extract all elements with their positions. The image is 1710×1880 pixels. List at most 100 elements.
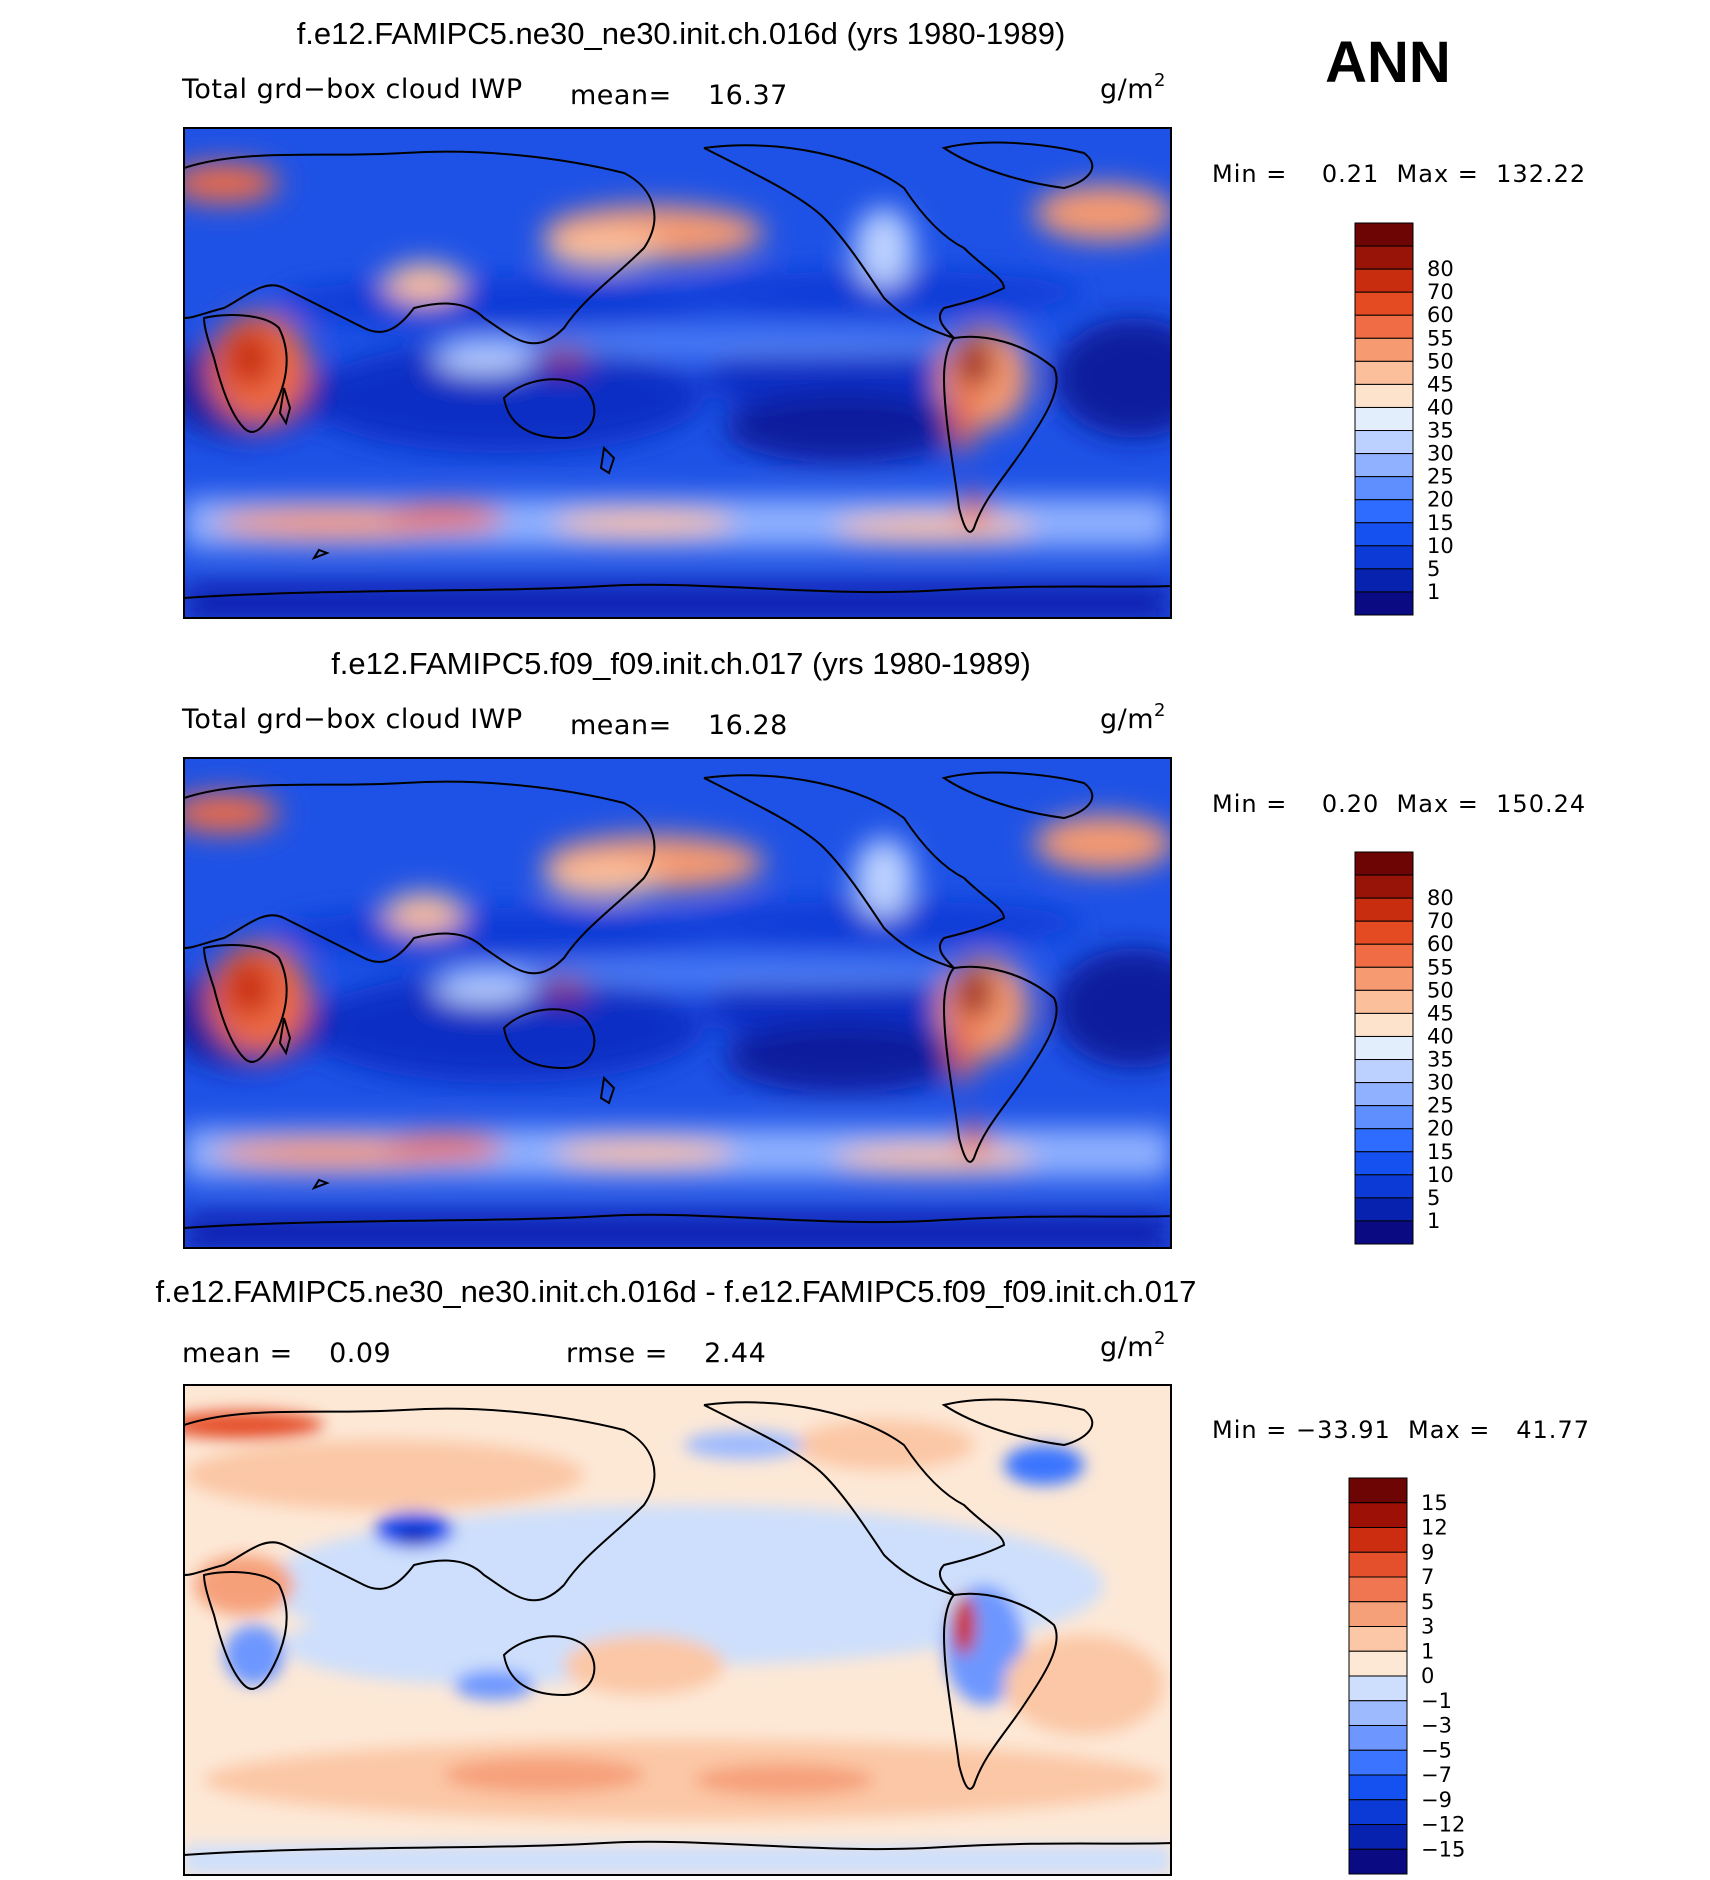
colorbar-tick-label: 20 — [1427, 1117, 1454, 1141]
colorbar-box — [1354, 337, 1414, 362]
colorbar-tick-label: 15 — [1427, 1140, 1454, 1164]
variable-label: Total grd−box cloud IWP — [181, 704, 523, 735]
colorbar-tick-label: 60 — [1427, 303, 1454, 327]
panel-bottom: f.e12.FAMIPC5.ne30_ne30.init.ch.016d - f… — [156, 1274, 1590, 1876]
colorbar-box — [1348, 1477, 1408, 1504]
colorbar-tick-label: 45 — [1427, 1001, 1454, 1025]
colorbar-tick-label: 55 — [1427, 326, 1454, 350]
colorbar-tick-label: 60 — [1427, 932, 1454, 956]
colorbar-box — [1354, 874, 1414, 899]
colorbar-box — [1354, 406, 1414, 432]
season-label: ANN — [1325, 30, 1451, 95]
colorbar-box — [1348, 1527, 1408, 1553]
mean-value: 16.28 — [708, 710, 788, 741]
mean-text: mean = 0.09 — [182, 1338, 391, 1369]
colorbar-box — [1348, 1675, 1408, 1702]
colorbar-tick-label: −7 — [1421, 1763, 1452, 1787]
colorbar-box — [1354, 222, 1414, 247]
colorbar-box — [1354, 591, 1414, 616]
mean-value: 16.37 — [708, 80, 788, 111]
colorbar-tick-label: 30 — [1427, 442, 1454, 466]
colorbar-tick-label: 15 — [1421, 1491, 1448, 1515]
colorbar-tick-label: 40 — [1427, 395, 1454, 419]
colorbar-box — [1354, 291, 1414, 316]
colorbar-tick-label: 50 — [1427, 349, 1454, 373]
mean-label: mean= — [570, 710, 672, 741]
colorbar-box — [1354, 851, 1414, 876]
colorbar-tick-label: −1 — [1421, 1689, 1452, 1713]
colorbar-tick-label: −5 — [1421, 1738, 1452, 1762]
panel-title: f.e12.FAMIPC5.f09_f09.init.ch.017 (yrs 1… — [331, 646, 1031, 681]
colorbar-box — [1354, 314, 1414, 339]
colorbar-box — [1354, 1197, 1414, 1222]
colorbar-tick-label: 15 — [1427, 511, 1454, 535]
panel-title: f.e12.FAMIPC5.ne30_ne30.init.ch.016d (yr… — [297, 16, 1066, 51]
colorbar-tick-label: −3 — [1421, 1714, 1452, 1738]
panel-title: f.e12.FAMIPC5.ne30_ne30.init.ch.016d - f… — [156, 1274, 1197, 1309]
colorbar-box — [1354, 1128, 1414, 1153]
colorbar-box — [1348, 1824, 1408, 1850]
colorbar-tick-label: 30 — [1427, 1071, 1454, 1095]
colorbar-tick-label: 50 — [1427, 978, 1454, 1002]
min-max-text: Min = 0.20 Max = 150.24 — [1212, 790, 1586, 818]
colorbar-tick-label: 45 — [1427, 372, 1454, 396]
colorbar-box — [1348, 1650, 1408, 1677]
colorbar-box — [1354, 568, 1414, 593]
colorbar-tick-label: 35 — [1427, 1048, 1454, 1072]
colorbar-box — [1354, 1059, 1414, 1084]
colorbar-box — [1354, 430, 1414, 455]
colorbar-tick-label: 1 — [1427, 580, 1440, 604]
colorbar-box — [1348, 1774, 1408, 1801]
colorbar-box — [1348, 1799, 1408, 1825]
colorbar-box — [1348, 1848, 1408, 1875]
colorbar-box — [1354, 545, 1414, 570]
colorbar-box — [1354, 453, 1414, 478]
colorbar-box — [1348, 1749, 1408, 1776]
variable-label: Total grd−box cloud IWP — [181, 74, 523, 105]
colorbar-tick-label: 1 — [1427, 1209, 1440, 1233]
min-max-text: Min = −33.91 Max = 41.77 — [1212, 1416, 1590, 1444]
colorbar-tick-label: 55 — [1427, 955, 1454, 979]
map-field — [164, 128, 1214, 623]
colorbar-box — [1354, 989, 1414, 1014]
colorbar-box — [1354, 1105, 1414, 1130]
colorbar-box — [1354, 920, 1414, 945]
colorbar-tick-label: 7 — [1421, 1565, 1434, 1589]
map-frame — [183, 127, 1172, 619]
colorbar-box — [1354, 1151, 1414, 1176]
colorbar-tick-label: −9 — [1421, 1788, 1452, 1812]
colorbar-box — [1348, 1502, 1408, 1528]
colorbar-tick-label: −15 — [1421, 1837, 1465, 1861]
colorbar-box — [1354, 499, 1414, 524]
colorbar-tick-label: 80 — [1427, 257, 1454, 281]
colorbar-tick-label: 12 — [1421, 1516, 1448, 1540]
colorbar-tick-label: 5 — [1421, 1590, 1434, 1614]
colorbar-box — [1354, 897, 1414, 922]
colorbar-tick-label: −12 — [1421, 1813, 1465, 1837]
units-label: g/m2 — [1100, 700, 1166, 735]
colorbar-tick-label: 3 — [1421, 1615, 1434, 1639]
colorbar-box — [1348, 1551, 1408, 1578]
colorbar-box — [1354, 1174, 1414, 1199]
map-field — [184, 1385, 1171, 1875]
panel-middle: f.e12.FAMIPC5.f09_f09.init.ch.017 (yrs 1… — [164, 646, 1586, 1253]
map-frame — [183, 1384, 1172, 1876]
units-label: g/m2 — [1100, 70, 1166, 105]
colorbar-tick-label: 40 — [1427, 1024, 1454, 1048]
colorbar-tick-label: 9 — [1421, 1540, 1434, 1564]
colorbar-box — [1354, 476, 1414, 501]
colorbar-box — [1354, 383, 1414, 408]
mean-label: mean= — [570, 80, 672, 111]
colorbar-tick-label: 20 — [1427, 488, 1454, 512]
colorbar-box — [1354, 360, 1414, 385]
units-label: g/m2 — [1100, 1328, 1166, 1363]
colorbar-tick-label: 1 — [1421, 1639, 1434, 1663]
colorbar-tick-label: 25 — [1427, 465, 1454, 489]
colorbar-box — [1354, 1220, 1414, 1245]
map-field — [164, 758, 1214, 1253]
colorbar-tick-label: 5 — [1427, 557, 1440, 581]
colorbar-tick-label: 35 — [1427, 419, 1454, 443]
